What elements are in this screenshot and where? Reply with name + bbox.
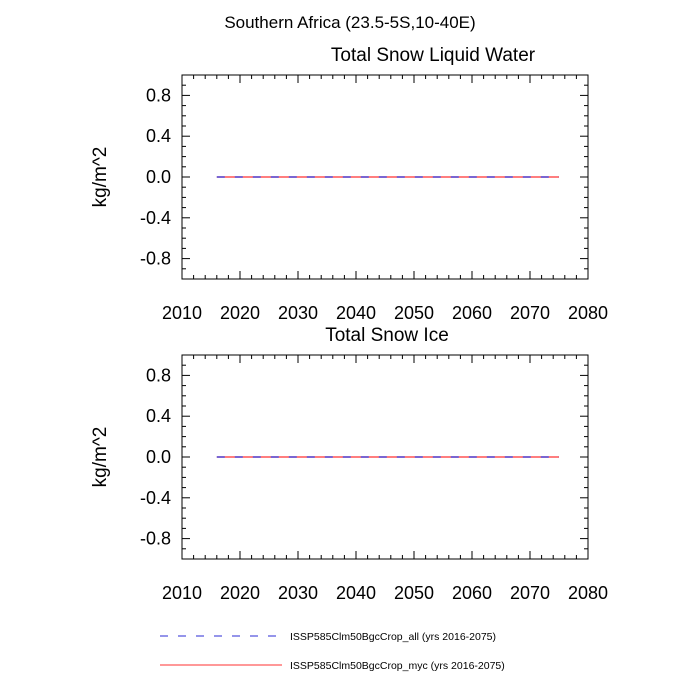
- legend-label: ISSP585Clm50BgcCrop_all (yrs 2016-2075): [290, 631, 496, 643]
- x-tick-label: 2080: [568, 303, 608, 323]
- y-tick-label: 0.4: [146, 406, 171, 426]
- y-tick-label: 0.8: [146, 365, 171, 385]
- x-tick-label: 2070: [510, 303, 550, 323]
- x-tick-label: 2060: [452, 583, 492, 603]
- y-tick-label: 0.8: [146, 85, 171, 105]
- x-tick-label: 2010: [162, 583, 202, 603]
- chart-panel: Total Snow Liquid Water 2010 2020 2030 2040 2…: [90, 45, 608, 323]
- y-tick-label: 0.0: [146, 447, 171, 467]
- x-tick-label: 2030: [278, 303, 318, 323]
- x-tick-label: 2030: [278, 583, 318, 603]
- x-tick-label: 2020: [220, 303, 260, 323]
- x-tick-label: 2050: [394, 303, 434, 323]
- y-axis-label: kg/m^2: [90, 147, 111, 208]
- x-tick-label: 2020: [220, 583, 260, 603]
- y-tick-label: -0.8: [140, 249, 171, 269]
- x-tick-label: 2050: [394, 583, 434, 603]
- chart-panel: Total Snow Ice 2010 2020 2030 2040 2050 2060 20…: [90, 325, 608, 603]
- figure-suptitle: Southern Africa (23.5-5S,10-40E): [224, 13, 475, 32]
- legend-label: ISSP585Clm50BgcCrop_myc (yrs 2016-2075): [290, 660, 505, 672]
- y-tick-label: -0.4: [140, 488, 171, 508]
- x-tick-label: 2010: [162, 303, 202, 323]
- y-tick-label: -0.4: [140, 208, 171, 228]
- chart-panels: Total Snow Liquid Water 2010 2020 2030 2040 2…: [90, 45, 608, 603]
- panel-title: Total Snow Liquid Water: [331, 45, 536, 66]
- x-tick-label: 2060: [452, 303, 492, 323]
- y-tick-label: 0.0: [146, 167, 171, 187]
- y-tick-label: -0.8: [140, 529, 171, 549]
- y-tick-label: 0.4: [146, 126, 171, 146]
- panel-title: Total Snow Ice: [325, 325, 449, 346]
- x-tick-label: 2080: [568, 583, 608, 603]
- x-tick-label: 2070: [510, 583, 550, 603]
- y-axis-label: kg/m^2: [90, 427, 111, 488]
- x-tick-label: 2040: [336, 583, 376, 603]
- x-tick-label: 2040: [336, 303, 376, 323]
- chart-legend: ISSP585Clm50BgcCrop_all (yrs 2016-2075) I…: [160, 631, 505, 672]
